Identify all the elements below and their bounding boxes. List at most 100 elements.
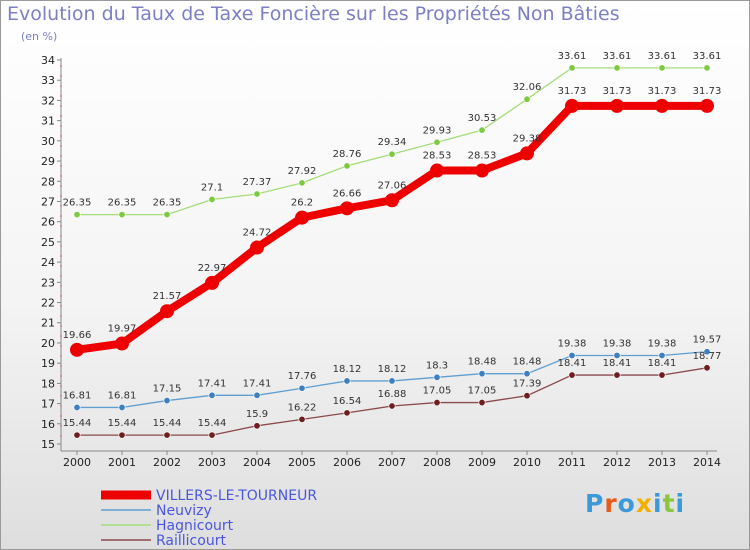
data-label-raillicourt: 17.05 <box>468 386 497 397</box>
data-point-raillicourt <box>433 399 441 407</box>
data-label-hagnicourt: 32.06 <box>513 82 542 93</box>
data-label-hagnicourt: 26.35 <box>108 198 137 209</box>
data-label-hagnicourt: 29.93 <box>423 125 452 136</box>
y-tick-label: 19 <box>41 357 55 370</box>
data-label-hagnicourt: 27.37 <box>243 177 272 188</box>
data-label-raillicourt: 15.44 <box>63 418 92 429</box>
logo-letter: o <box>617 489 636 518</box>
data-point-raillicourt <box>343 409 351 417</box>
data-point-hagnicourt <box>658 64 666 72</box>
data-label-hagnicourt: 27.92 <box>288 166 317 177</box>
data-label-hagnicourt: 28.76 <box>333 149 362 160</box>
data-label-neuvizy: 16.81 <box>108 390 137 401</box>
data-label-neuvizy: 18.12 <box>333 364 362 375</box>
data-point-neuvizy <box>298 384 306 392</box>
data-label-raillicourt: 17.05 <box>423 386 452 397</box>
logo-letter: r <box>604 489 618 518</box>
data-label-neuvizy: 18.12 <box>378 364 407 375</box>
data-point-villers-le-tourneur <box>565 98 579 113</box>
y-tick-label: 18 <box>41 377 55 390</box>
data-label-neuvizy: 19.57 <box>693 335 722 346</box>
data-label-neuvizy: 17.76 <box>288 371 317 382</box>
data-point-hagnicourt <box>703 64 711 72</box>
data-point-neuvizy <box>163 397 171 405</box>
x-tick-label: 2009 <box>468 456 496 469</box>
logo-letter: i <box>675 489 686 518</box>
data-label-villers-le-tourneur: 19.66 <box>63 330 92 341</box>
data-point-neuvizy <box>208 391 216 399</box>
data-label-neuvizy: 16.81 <box>63 390 92 401</box>
data-label-villers-le-tourneur: 26.66 <box>333 188 362 199</box>
data-label-raillicourt: 18.77 <box>693 351 722 362</box>
data-point-hagnicourt <box>388 150 396 158</box>
data-point-villers-le-tourneur <box>700 98 714 113</box>
data-point-raillicourt <box>298 415 306 423</box>
y-tick-label: 31 <box>41 115 55 128</box>
data-label-villers-le-tourneur: 27.06 <box>378 180 407 191</box>
y-tick-label: 26 <box>41 216 55 229</box>
data-point-villers-le-tourneur <box>520 146 534 161</box>
data-point-hagnicourt <box>478 126 486 134</box>
data-point-villers-le-tourneur <box>340 201 354 216</box>
x-tick-label: 2011 <box>558 456 586 469</box>
data-point-hagnicourt <box>523 95 531 103</box>
data-label-villers-le-tourneur: 24.72 <box>243 228 272 239</box>
data-label-raillicourt: 16.54 <box>333 396 362 407</box>
data-label-raillicourt: 17.39 <box>513 379 542 390</box>
y-tick-label: 34 <box>41 54 55 67</box>
series-layer <box>70 64 714 439</box>
data-point-neuvizy <box>118 403 126 411</box>
data-point-hagnicourt <box>118 211 126 219</box>
data-label-hagnicourt: 33.61 <box>693 51 722 62</box>
x-tick-label: 2003 <box>198 456 226 469</box>
data-label-raillicourt: 16.88 <box>378 389 407 400</box>
data-point-neuvizy <box>568 351 576 359</box>
x-tick-label: 2006 <box>333 456 361 469</box>
data-label-villers-le-tourneur: 31.73 <box>558 86 587 97</box>
x-tick-label: 2001 <box>108 456 136 469</box>
data-point-villers-le-tourneur <box>70 342 84 357</box>
y-tick-label: 15 <box>41 438 55 451</box>
y-tick-label: 23 <box>41 276 55 289</box>
logo-letter: x <box>635 489 653 518</box>
data-point-raillicourt <box>208 431 216 439</box>
data-point-neuvizy <box>658 351 666 359</box>
x-tick-label: 2013 <box>648 456 676 469</box>
data-point-villers-le-tourneur <box>250 240 264 255</box>
data-label-raillicourt: 18.41 <box>558 358 587 369</box>
data-point-raillicourt <box>73 431 81 439</box>
data-point-hagnicourt <box>208 195 216 203</box>
x-tick-label: 2008 <box>423 456 451 469</box>
data-labels-layer: 16.81 16.81 17.15 17.41 17.41 17.76 18.12 18.12… <box>63 51 722 429</box>
data-label-villers-le-tourneur: 28.53 <box>423 151 452 162</box>
data-point-neuvizy <box>253 391 261 399</box>
data-point-hagnicourt <box>343 162 351 170</box>
data-label-neuvizy: 17.15 <box>153 384 182 395</box>
x-tick-label: 2004 <box>243 456 271 469</box>
y-tick-label: 30 <box>41 135 55 148</box>
data-point-neuvizy <box>388 377 396 385</box>
data-point-neuvizy <box>433 373 441 381</box>
data-label-villers-le-tourneur: 31.73 <box>603 86 632 97</box>
y-tick-label: 16 <box>41 418 55 431</box>
proxiti-logo: Proxiti <box>585 489 685 518</box>
y-tick-label: 32 <box>41 94 55 107</box>
data-point-neuvizy <box>343 377 351 385</box>
data-label-villers-le-tourneur: 19.97 <box>108 324 137 335</box>
data-point-neuvizy <box>73 403 81 411</box>
data-label-villers-le-tourneur: 29.38 <box>513 133 542 144</box>
x-tick-label: 2007 <box>378 456 406 469</box>
y-tick-label: 27 <box>41 195 55 208</box>
axes: 15 16 17 18 19 20 21 22 23 24 25 26 27 28 29 30 31 32 33 34… <box>41 54 721 469</box>
data-point-villers-le-tourneur <box>475 163 489 178</box>
data-point-hagnicourt <box>73 211 81 219</box>
data-label-hagnicourt: 26.35 <box>63 198 92 209</box>
data-point-neuvizy <box>703 348 711 356</box>
data-label-villers-le-tourneur: 22.97 <box>198 263 227 274</box>
data-label-raillicourt: 18.41 <box>603 358 632 369</box>
chart-title: Evolution du Taux de Taxe Foncière sur l… <box>7 3 620 25</box>
data-label-neuvizy: 17.41 <box>198 378 227 389</box>
data-label-hagnicourt: 33.61 <box>558 51 587 62</box>
data-label-hagnicourt: 29.34 <box>378 137 407 148</box>
data-point-hagnicourt <box>613 64 621 72</box>
